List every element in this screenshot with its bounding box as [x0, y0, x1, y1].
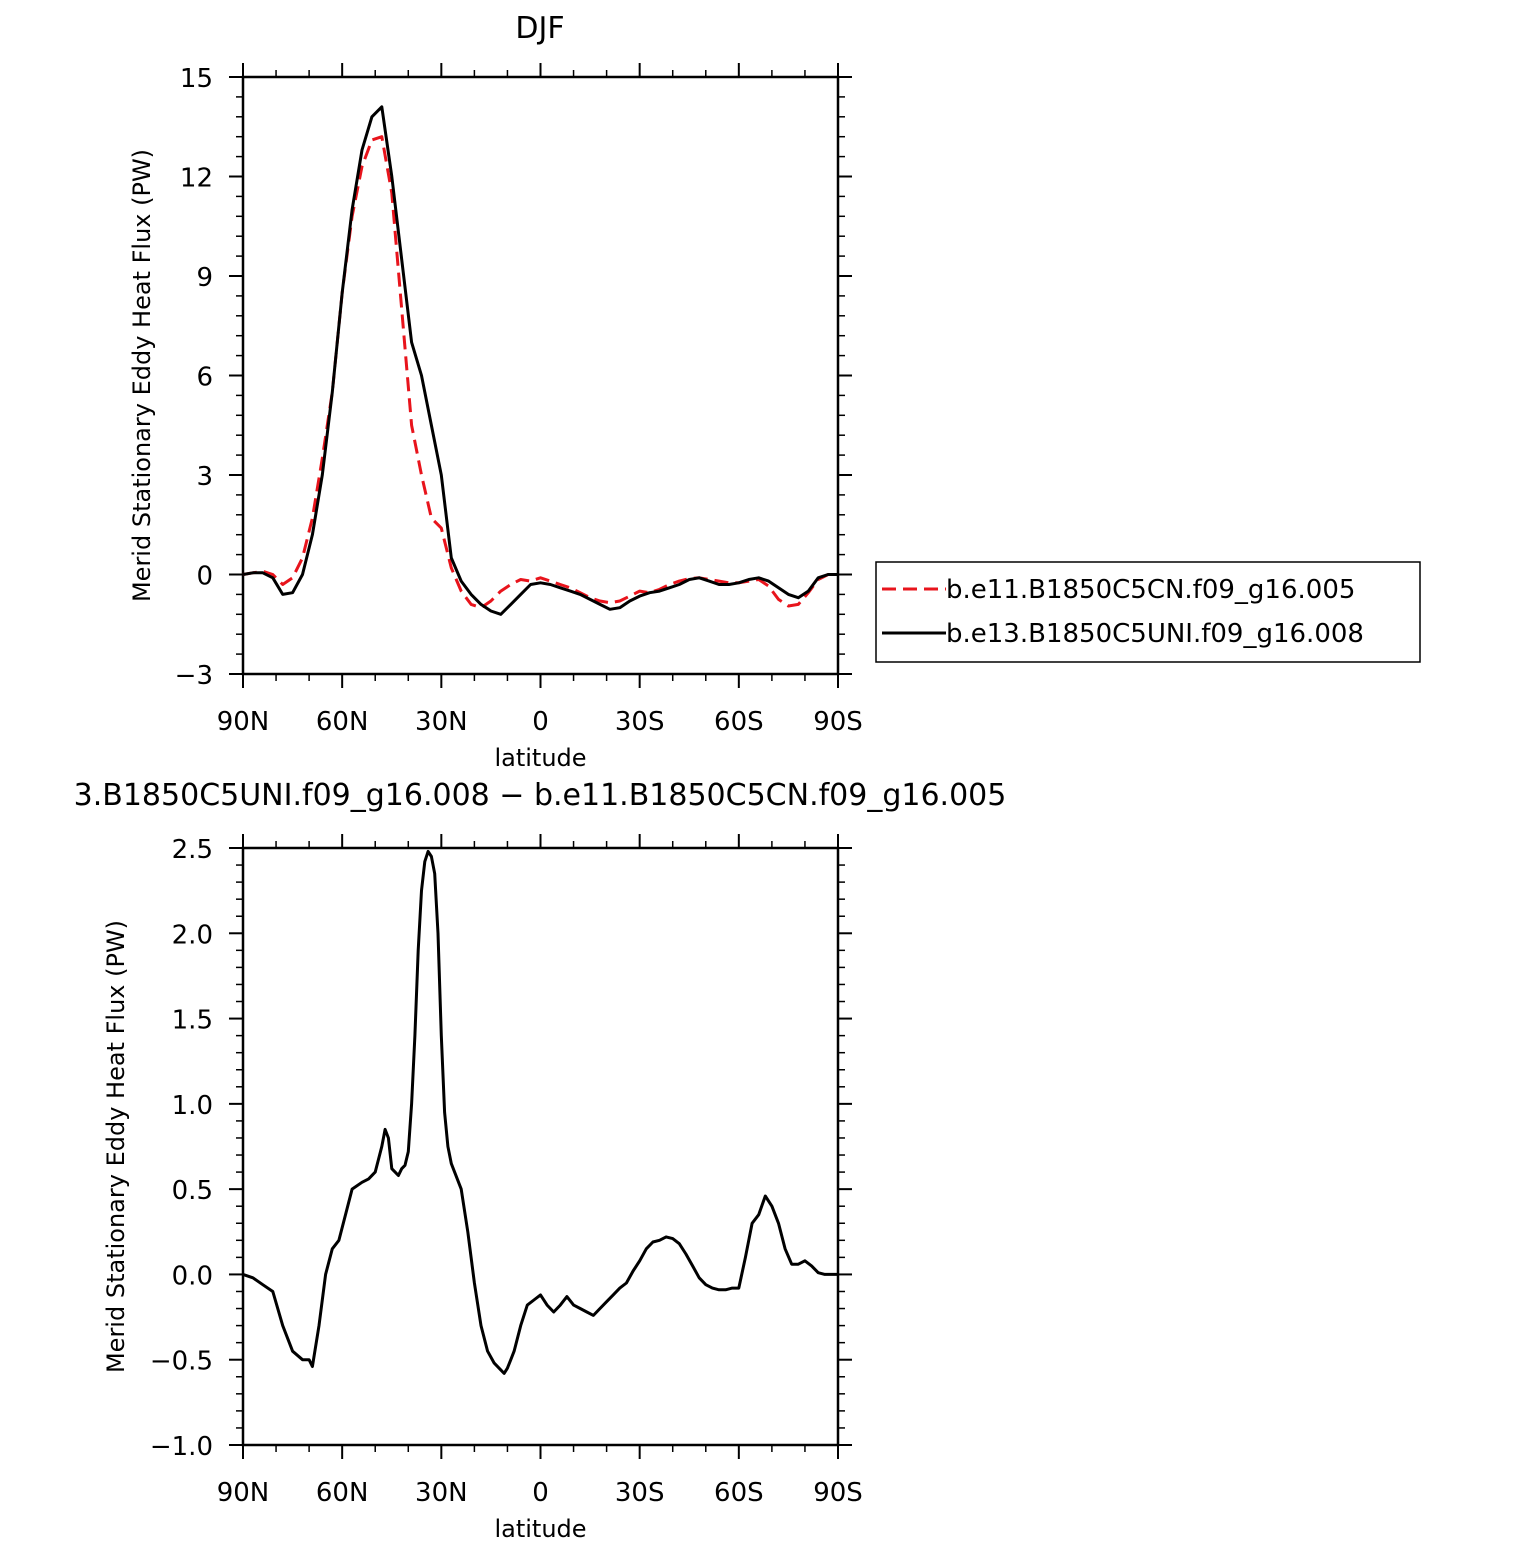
series-line-1: [242, 849, 838, 1375]
y-axis-label: Merid Stationary Eddy Heat Flux (PW): [128, 149, 156, 602]
x-tick-label: 30S: [615, 707, 665, 737]
chart-difference: 3.B1850C5UNI.f09_g16.008 − b.e11.B1850C5…: [74, 778, 1007, 1543]
plot-frame: [241, 75, 840, 676]
plot-frame: [241, 846, 840, 1447]
x-axis-label: latitude: [494, 744, 586, 772]
x-tick-label: 60S: [714, 707, 764, 737]
series-line-2: [242, 105, 838, 616]
legend-label: b.e13.B1850C5UNI.f09_g16.008: [946, 619, 1364, 649]
y-tick-label: 0: [196, 562, 213, 592]
x-tick-label: 60S: [714, 1478, 764, 1508]
legend: b.e11.B1850C5CN.f09_g16.005 b.e13.B1850C5…: [875, 561, 1421, 663]
legend-box: [875, 561, 1421, 663]
x-tick-label: 30S: [615, 1478, 665, 1508]
x-tick-label: 30N: [415, 707, 468, 737]
series-line-1: [242, 135, 838, 610]
x-tick-label: 60N: [316, 707, 369, 737]
x-tick-label: 0: [532, 707, 549, 737]
legend-label: b.e11.B1850C5CN.f09_g16.005: [946, 575, 1355, 605]
y-tick-label: −0.5: [150, 1347, 213, 1377]
x-tick-label: 60N: [316, 1478, 369, 1508]
chart-title: 3.B1850C5UNI.f09_g16.008 − b.e11.B1850C5…: [74, 778, 1007, 813]
x-tick-label: 90S: [813, 707, 863, 737]
y-tick-label: 2.0: [172, 920, 213, 950]
chart-djf: DJF −3 0 3 6 9 12 15 90N 60N 30N 0 30S 60S 90S latitude…: [128, 11, 1421, 772]
x-tick-label: 90N: [217, 707, 270, 737]
y-tick-label: 6: [196, 363, 213, 393]
y-tick-label: 1.5: [172, 1006, 213, 1036]
x-tick-label: 0: [532, 1478, 549, 1508]
x-tick-label: 30N: [415, 1478, 468, 1508]
x-axis-label: latitude: [494, 1515, 586, 1543]
y-tick-label: 12: [180, 164, 213, 194]
y-tick-label: 9: [196, 263, 213, 293]
y-tick-label: 0.5: [172, 1176, 213, 1206]
y-tick-label: 0.0: [172, 1261, 213, 1291]
y-tick-label: −1.0: [150, 1432, 213, 1462]
y-tick-label: 3: [196, 462, 213, 492]
y-tick-label: 15: [180, 64, 213, 94]
x-tick-label: 90N: [217, 1478, 270, 1508]
y-tick-label: 1.0: [172, 1091, 213, 1121]
x-tick-label: 90S: [813, 1478, 863, 1508]
y-tick-label: −3: [175, 661, 213, 691]
y-axis-label: Merid Stationary Eddy Heat Flux (PW): [102, 920, 130, 1373]
y-tick-label: 2.5: [172, 835, 213, 865]
chart-title: DJF: [515, 11, 564, 46]
